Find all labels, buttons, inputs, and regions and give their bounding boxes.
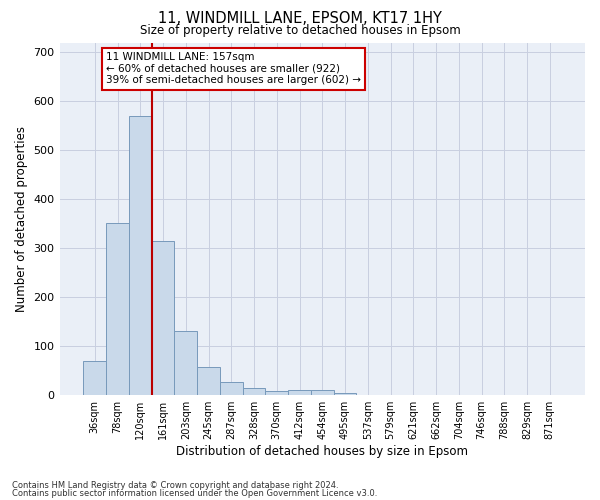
Bar (220, 382, 242, 394)
Bar (334, 393, 356, 394)
Text: Contains HM Land Registry data © Crown copyright and database right 2024.: Contains HM Land Registry data © Crown c… (12, 480, 338, 490)
Bar (288, 390, 311, 394)
Y-axis label: Number of detached properties: Number of detached properties (15, 126, 28, 312)
Bar (152, 240, 175, 394)
Bar (242, 388, 265, 394)
Bar (129, 116, 152, 394)
Bar (83, 362, 106, 394)
Text: 11 WINDMILL LANE: 157sqm
← 60% of detached houses are smaller (922)
39% of semi-: 11 WINDMILL LANE: 157sqm ← 60% of detach… (106, 52, 361, 86)
Text: Size of property relative to detached houses in Epsom: Size of property relative to detached ho… (140, 24, 460, 37)
Bar (175, 331, 197, 394)
Bar (106, 224, 129, 394)
Bar (197, 367, 220, 394)
Bar (265, 391, 288, 394)
Text: 11, WINDMILL LANE, EPSOM, KT17 1HY: 11, WINDMILL LANE, EPSOM, KT17 1HY (158, 11, 442, 26)
X-axis label: Distribution of detached houses by size in Epsom: Distribution of detached houses by size … (176, 444, 468, 458)
Bar (311, 390, 334, 394)
Text: Contains public sector information licensed under the Open Government Licence v3: Contains public sector information licen… (12, 490, 377, 498)
